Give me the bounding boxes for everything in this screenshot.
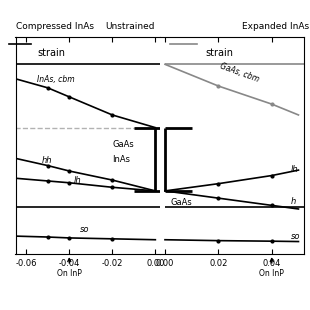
Text: InAs, cbm: InAs, cbm bbox=[37, 75, 75, 84]
Text: GaAs: GaAs bbox=[112, 140, 134, 149]
Text: GaAs, cbm: GaAs, cbm bbox=[218, 62, 260, 84]
Text: GaAs: GaAs bbox=[170, 198, 192, 207]
Text: On InP: On InP bbox=[259, 259, 284, 278]
Text: h: h bbox=[290, 197, 296, 206]
Text: InAs: InAs bbox=[112, 155, 130, 164]
Text: so: so bbox=[80, 225, 90, 234]
Text: On InP: On InP bbox=[57, 259, 82, 278]
Text: so: so bbox=[290, 232, 300, 241]
Text: strain: strain bbox=[37, 48, 65, 58]
Text: Compressed InAs: Compressed InAs bbox=[16, 22, 94, 31]
Text: lh: lh bbox=[73, 176, 81, 185]
Text: hh: hh bbox=[41, 156, 52, 165]
Text: lh: lh bbox=[290, 165, 298, 174]
Text: Unstrained: Unstrained bbox=[105, 22, 155, 31]
Text: strain: strain bbox=[205, 48, 233, 58]
Text: Expanded InAs: Expanded InAs bbox=[242, 22, 309, 31]
